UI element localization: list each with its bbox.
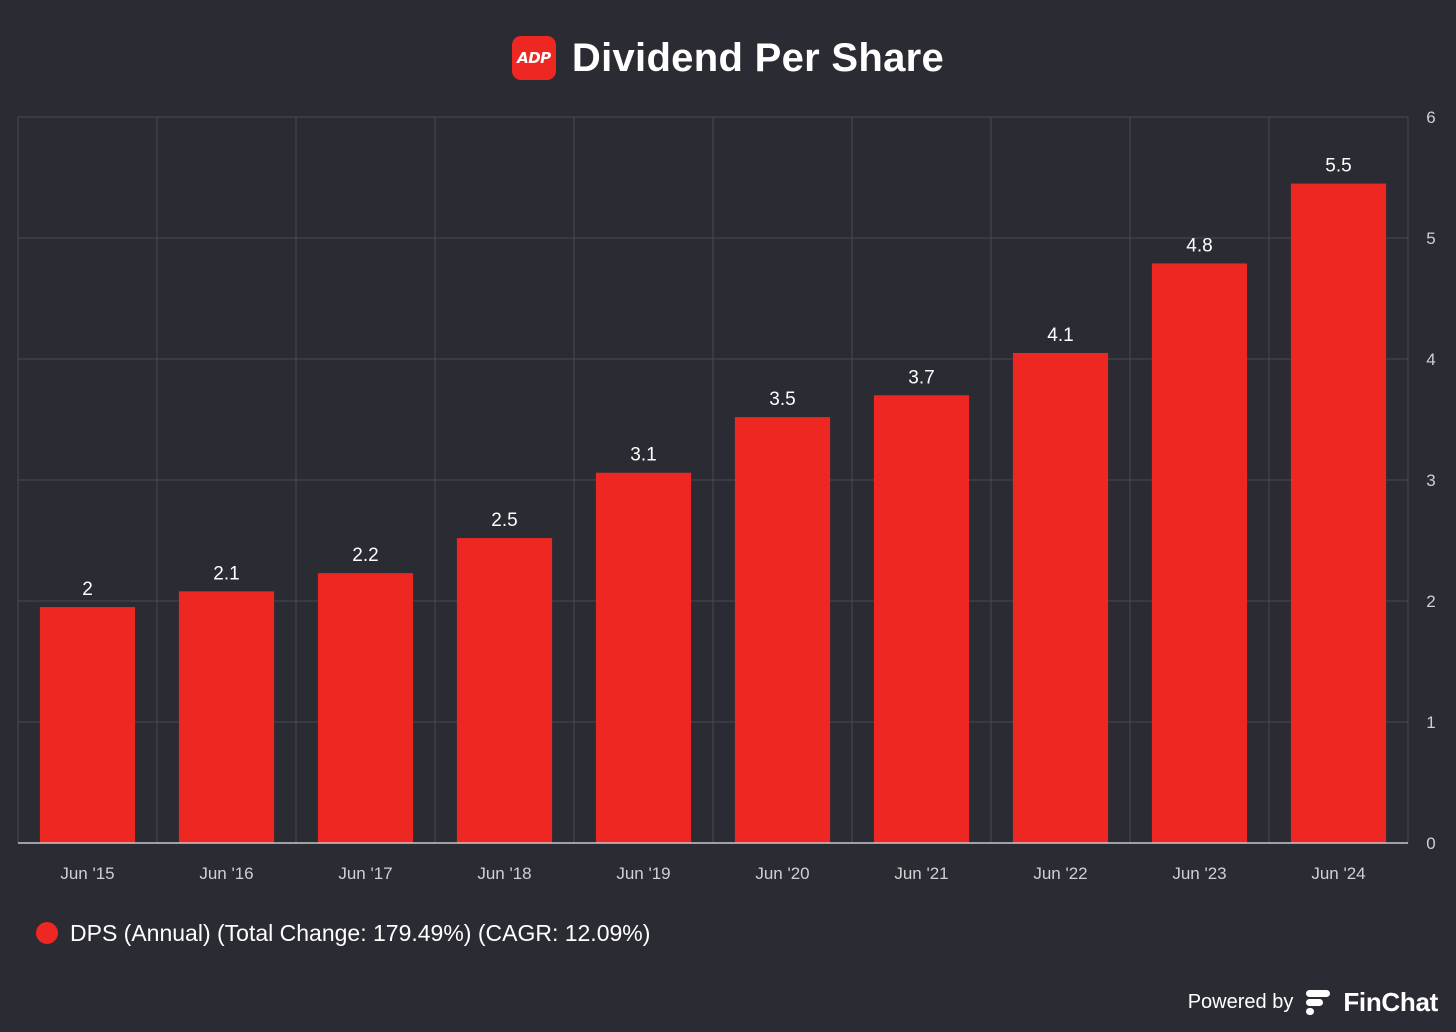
legend-marker xyxy=(36,922,58,944)
bar xyxy=(39,607,136,843)
data-label: 2 xyxy=(82,579,93,600)
y-tick-label: 3 xyxy=(1426,471,1435,490)
y-tick-label: 1 xyxy=(1426,713,1435,732)
data-label: 3.1 xyxy=(630,445,656,466)
footer-attribution[interactable]: Powered by FinChat xyxy=(1187,984,1439,1020)
bar xyxy=(595,472,692,843)
chart-title: Dividend Per Share xyxy=(571,35,945,80)
x-tick-label: Jun '23 xyxy=(1172,864,1226,883)
y-tick-label: 5 xyxy=(1426,229,1435,248)
bar xyxy=(734,417,831,843)
finchat-brand: FinChat xyxy=(1343,986,1438,1017)
data-label: 4.8 xyxy=(1186,235,1212,256)
data-label: 3.7 xyxy=(908,367,934,388)
x-tick-label: Jun '22 xyxy=(1033,864,1087,883)
bar xyxy=(456,538,553,843)
data-label: 2.5 xyxy=(491,510,517,531)
legend[interactable]: DPS (Annual) (Total Change: 179.49%) (CA… xyxy=(36,918,650,948)
adp-logo-icon: ADP xyxy=(511,36,556,80)
y-tick-label: 0 xyxy=(1426,834,1435,853)
bar xyxy=(1290,183,1387,844)
bar xyxy=(317,573,414,843)
bar xyxy=(1012,352,1109,843)
powered-by-text: Powered by xyxy=(1187,990,1294,1013)
data-label: 2.1 xyxy=(213,563,239,584)
legend-label: DPS (Annual) (Total Change: 179.49%) (CA… xyxy=(70,919,651,946)
bar xyxy=(1151,263,1248,843)
y-tick-label: 4 xyxy=(1426,350,1435,369)
chart-header: ADP Dividend Per Share xyxy=(0,30,1456,86)
y-tick-label: 2 xyxy=(1426,592,1435,611)
x-tick-label: Jun '16 xyxy=(199,864,253,883)
finchat-logo-icon xyxy=(1306,990,1331,1015)
bar xyxy=(178,591,275,843)
x-tick-label: Jun '17 xyxy=(338,864,392,883)
x-tick-label: Jun '24 xyxy=(1311,864,1365,883)
y-tick-label: 6 xyxy=(1426,108,1435,127)
x-tick-label: Jun '20 xyxy=(755,864,809,883)
x-tick-label: Jun '19 xyxy=(616,864,670,883)
data-label: 3.5 xyxy=(769,389,795,410)
data-label: 4.1 xyxy=(1047,325,1073,346)
data-label: 5.5 xyxy=(1325,156,1351,177)
x-tick-label: Jun '21 xyxy=(894,864,948,883)
x-tick-label: Jun '15 xyxy=(60,864,114,883)
bar xyxy=(873,395,970,843)
x-tick-label: Jun '18 xyxy=(477,864,531,883)
data-label: 2.2 xyxy=(352,545,378,566)
